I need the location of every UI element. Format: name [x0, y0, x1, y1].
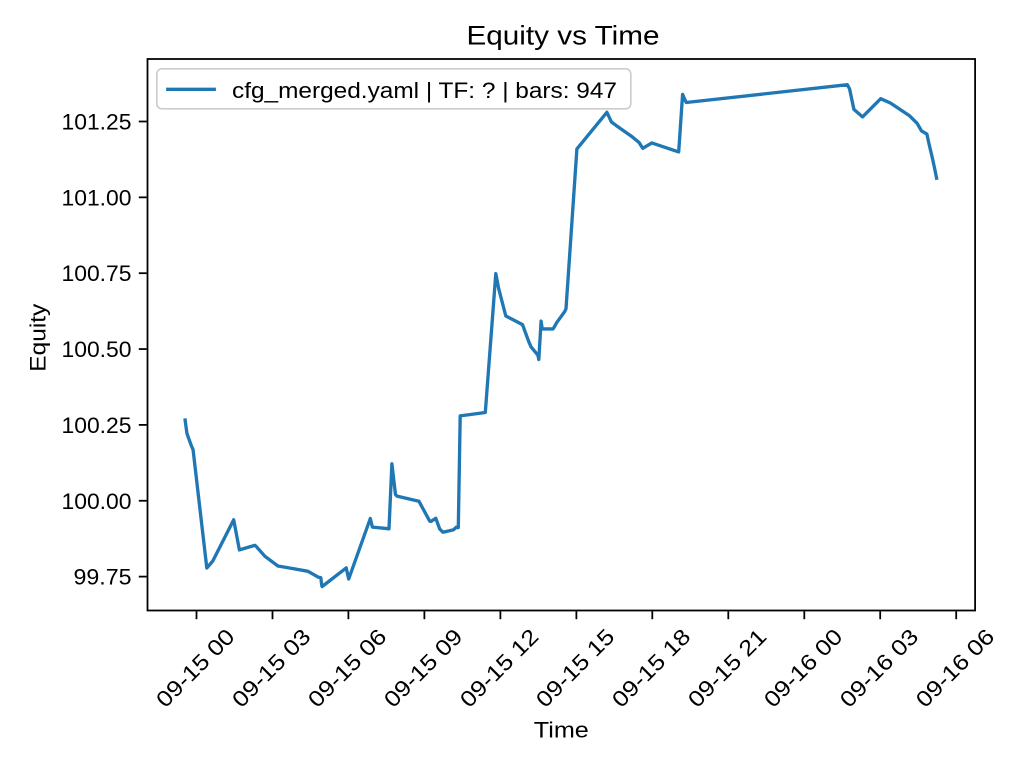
- svg-text:100.00: 100.00: [62, 489, 132, 514]
- svg-text:101.00: 101.00: [62, 185, 132, 210]
- svg-text:99.75: 99.75: [74, 565, 132, 590]
- svg-text:cfg_merged.yaml | TF: ? | bars: cfg_merged.yaml | TF: ? | bars: 947: [232, 78, 617, 103]
- svg-text:09-15 18: 09-15 18: [607, 624, 695, 712]
- svg-text:Equity: Equity: [26, 303, 51, 372]
- svg-text:09-15 15: 09-15 15: [531, 624, 619, 712]
- svg-text:09-15 09: 09-15 09: [379, 624, 467, 712]
- svg-text:09-16 00: 09-16 00: [759, 624, 847, 712]
- svg-text:101.25: 101.25: [62, 110, 132, 135]
- svg-text:09-15 12: 09-15 12: [455, 624, 543, 712]
- svg-text:Equity vs Time: Equity vs Time: [467, 21, 660, 51]
- svg-text:09-15 00: 09-15 00: [151, 624, 239, 712]
- svg-text:Time: Time: [534, 718, 589, 743]
- svg-text:100.50: 100.50: [62, 337, 132, 362]
- svg-text:09-15 03: 09-15 03: [227, 624, 315, 712]
- svg-text:09-16 03: 09-16 03: [835, 624, 923, 712]
- svg-text:100.25: 100.25: [62, 413, 132, 438]
- svg-text:09-15 21: 09-15 21: [683, 624, 771, 712]
- svg-text:09-15 06: 09-15 06: [303, 624, 391, 712]
- svg-text:100.75: 100.75: [62, 261, 132, 286]
- svg-text:09-16 06: 09-16 06: [911, 624, 999, 712]
